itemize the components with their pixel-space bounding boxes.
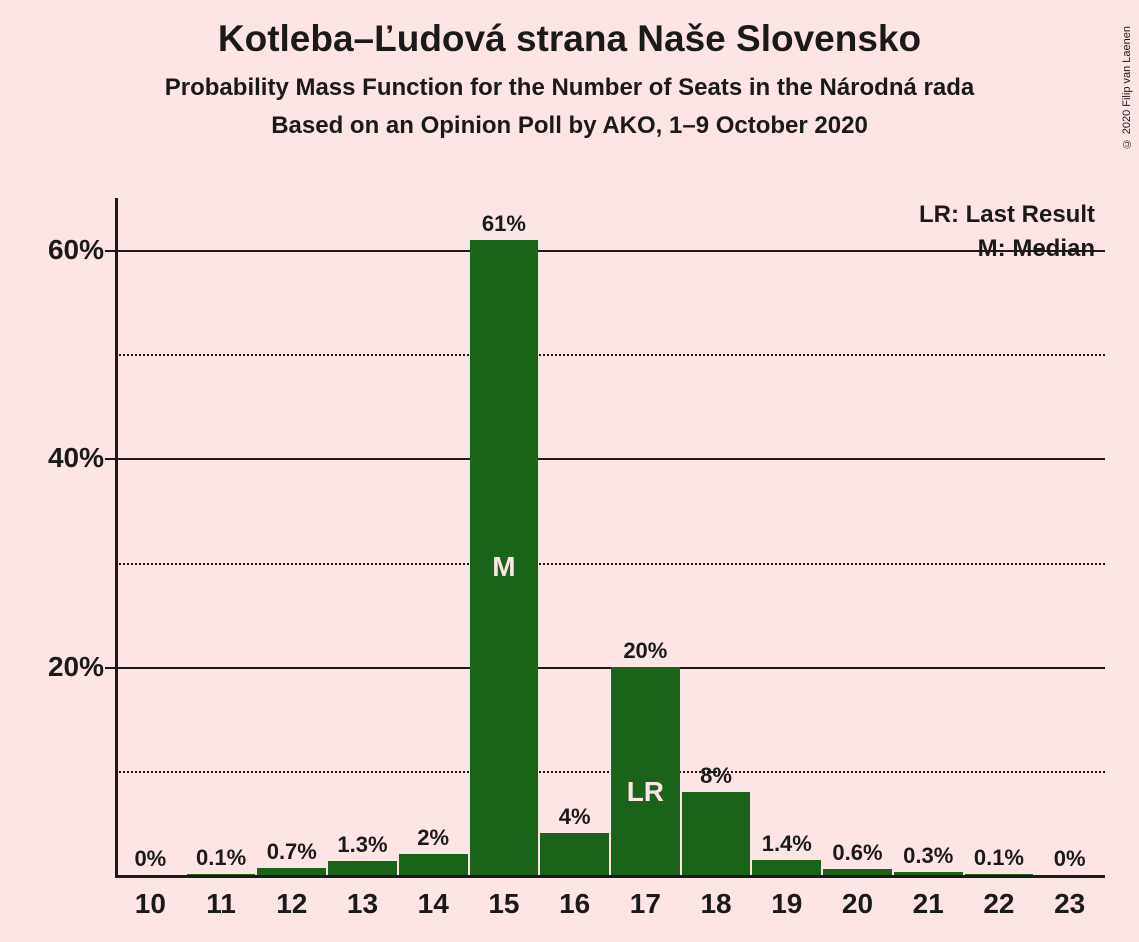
chart-title: Kotleba–Ľudová strana Naše Slovensko bbox=[0, 18, 1139, 60]
bar-value-label: 0.6% bbox=[832, 840, 882, 866]
x-axis-label: 22 bbox=[983, 888, 1014, 920]
bar-value-label: 1.3% bbox=[337, 832, 387, 858]
x-axis-label: 11 bbox=[206, 888, 236, 920]
bar: M bbox=[470, 240, 539, 875]
bar bbox=[328, 861, 397, 875]
bar-value-label: 61% bbox=[482, 211, 526, 237]
grid-minor bbox=[115, 354, 1105, 356]
copyright-text: © 2020 Filip van Laenen bbox=[1121, 26, 1133, 149]
grid-minor bbox=[115, 771, 1105, 773]
x-axis-label: 20 bbox=[842, 888, 873, 920]
legend: LR: Last Result M: Median bbox=[919, 201, 1095, 269]
bar-value-label: 1.4% bbox=[762, 831, 812, 857]
bar bbox=[540, 833, 609, 875]
bar-value-label: 0.3% bbox=[903, 843, 953, 869]
x-axis-label: 10 bbox=[135, 888, 166, 920]
x-axis-label: 15 bbox=[488, 888, 519, 920]
x-axis-label: 18 bbox=[700, 888, 731, 920]
bar-value-label: 8% bbox=[700, 763, 732, 789]
grid-major bbox=[115, 667, 1105, 669]
bar-value-label: 0.1% bbox=[974, 845, 1024, 871]
y-tick bbox=[105, 458, 115, 460]
x-axis-label: 13 bbox=[347, 888, 378, 920]
y-axis-label: 40% bbox=[4, 442, 104, 474]
x-axis bbox=[115, 875, 1105, 878]
chart-subtitle: Probability Mass Function for the Number… bbox=[0, 74, 1139, 102]
bar-value-label: 0.1% bbox=[196, 845, 246, 871]
bar-value-label: 0% bbox=[134, 846, 166, 872]
y-tick bbox=[105, 250, 115, 252]
grid-minor bbox=[115, 563, 1105, 565]
y-axis bbox=[115, 198, 118, 878]
last-result-marker: LR bbox=[611, 776, 680, 808]
x-axis-label: 17 bbox=[630, 888, 661, 920]
bar-value-label: 4% bbox=[559, 804, 591, 830]
x-axis-label: 19 bbox=[771, 888, 802, 920]
median-marker: M bbox=[470, 551, 539, 583]
x-axis-label: 23 bbox=[1054, 888, 1085, 920]
chart-area: 0% 0.1% 0.7% 1.3% 2% M 61% 4% LR 20% 8% 1.4% 0.6% 0.3… bbox=[115, 198, 1105, 878]
chart-source: Based on an Opinion Poll by AKO, 1–9 Oct… bbox=[0, 112, 1139, 140]
legend-lr: LR: Last Result bbox=[919, 201, 1095, 229]
bar-value-label: 0.7% bbox=[267, 839, 317, 865]
x-axis-label: 14 bbox=[418, 888, 449, 920]
bar-value-label: 20% bbox=[623, 638, 667, 664]
bar bbox=[399, 854, 468, 875]
bar bbox=[682, 792, 751, 875]
bar bbox=[752, 860, 821, 875]
grid-major bbox=[115, 458, 1105, 460]
x-axis-label: 21 bbox=[913, 888, 944, 920]
x-axis-label: 16 bbox=[559, 888, 590, 920]
bar: LR bbox=[611, 667, 680, 875]
y-axis-label: 20% bbox=[4, 651, 104, 683]
bar-value-label: 2% bbox=[417, 825, 449, 851]
y-tick bbox=[105, 667, 115, 669]
bar-value-label: 0% bbox=[1054, 846, 1086, 872]
bar bbox=[257, 868, 326, 875]
legend-m: M: Median bbox=[919, 235, 1095, 263]
y-axis-label: 60% bbox=[4, 234, 104, 266]
x-axis-label: 12 bbox=[276, 888, 307, 920]
